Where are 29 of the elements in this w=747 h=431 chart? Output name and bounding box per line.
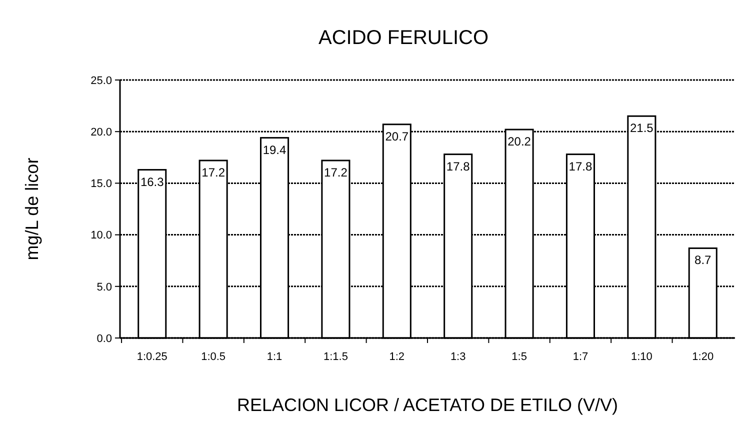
chart-title: ACIDO FERULICO [318, 27, 489, 49]
data-label: 21.5 [630, 121, 654, 136]
data-label: 8.7 [694, 253, 712, 268]
data-label: 17.2 [324, 165, 348, 180]
x-axis-title: RELACION LICOR / ACETATO DE ETILO (V/V) [236, 395, 618, 415]
x-tick-label: 1:2 [389, 351, 405, 363]
x-tick-label: 1:1.5 [323, 351, 348, 363]
x-tick-label: 1:10 [630, 351, 652, 363]
data-label: 17.8 [568, 159, 592, 174]
y-tick-label: 5.0 [96, 281, 112, 294]
y-tick-label: 10.0 [90, 230, 112, 242]
x-tick-label: 1:0.5 [201, 351, 226, 363]
y-axis-title: mg/L de licor [22, 158, 42, 260]
x-tick-label: 1:3 [450, 351, 466, 363]
y-tick-label: 0.0 [96, 332, 112, 345]
y-tick-label: 25.0 [90, 74, 112, 87]
data-label: 20.2 [508, 134, 532, 149]
x-tick-label: 1:20 [692, 351, 714, 363]
data-label: 16.3 [140, 174, 164, 189]
data-label: 17.2 [202, 165, 226, 180]
data-label: 17.8 [446, 159, 470, 174]
x-tick-label: 1:1 [266, 351, 282, 363]
x-tick-label: 1:0.25 [136, 351, 168, 363]
data-label: 20.7 [385, 129, 409, 144]
data-label: 19.4 [262, 142, 287, 157]
x-tick-label: 1:5 [512, 351, 527, 363]
y-tick-label: 20.0 [90, 126, 112, 138]
x-tick-label: 1:7 [572, 351, 588, 363]
y-tick-label: 15.0 [90, 178, 112, 190]
